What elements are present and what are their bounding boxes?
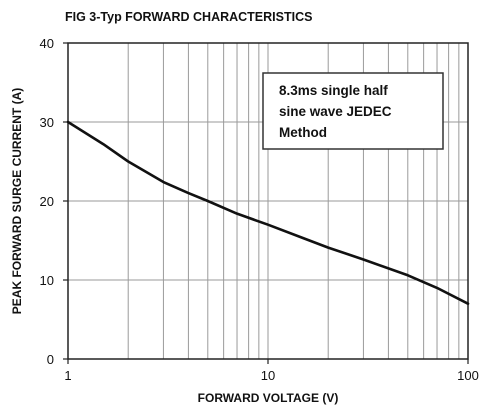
chart-title: FIG 3-Typ FORWARD CHARACTERISTICS: [65, 10, 312, 24]
y-tick-label: 0: [47, 352, 54, 367]
annotation-line-1: 8.3ms single half: [279, 83, 388, 98]
x-axis-label: FORWARD VOLTAGE (V): [198, 391, 339, 405]
y-axis-label: PEAK FORWARD SURGE CURRENT (A): [10, 88, 24, 314]
x-tick-label: 100: [457, 368, 479, 383]
y-tick-label: 10: [40, 273, 54, 288]
annotation-line-3: Method: [279, 125, 327, 140]
y-tick-label: 20: [40, 194, 54, 209]
series-group: [66, 120, 470, 306]
series-line: [66, 120, 470, 306]
annotation-box: 8.3ms single half sine wave JEDEC Method: [262, 72, 444, 150]
annotation-line-2: sine wave JEDEC: [279, 104, 392, 119]
y-tick-label: 30: [40, 115, 54, 130]
x-tick-label: 10: [261, 368, 275, 383]
y-tick-label: 40: [40, 36, 54, 51]
axis-ticks: 0 10 20 30 40 1 10 100: [40, 36, 479, 383]
x-tick-label: 1: [64, 368, 71, 383]
